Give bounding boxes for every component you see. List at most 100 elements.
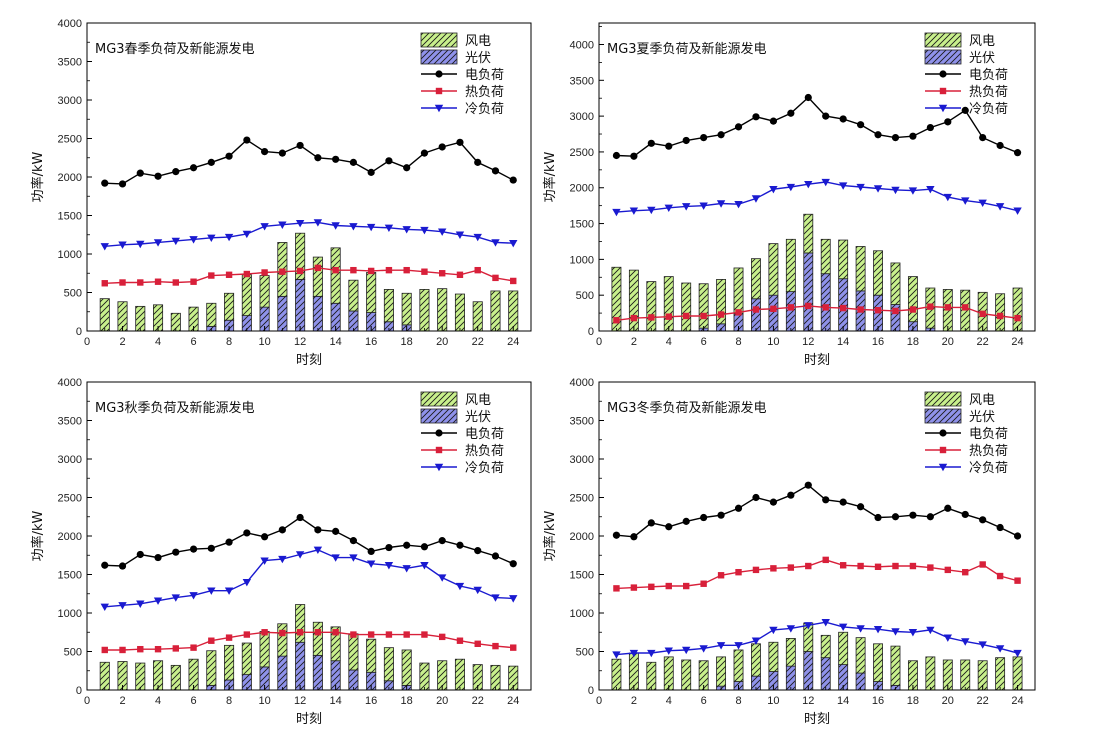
bar-wind	[366, 272, 377, 313]
data-point	[492, 274, 499, 282]
data-point	[892, 307, 899, 315]
data-point	[683, 312, 690, 320]
bar-hatch	[454, 293, 465, 332]
data-point	[995, 645, 1005, 653]
data-point	[207, 587, 216, 595]
data-point	[118, 602, 127, 610]
data-point	[821, 178, 830, 187]
bar-pv	[820, 657, 831, 691]
bar-wind	[312, 621, 323, 656]
data-point	[734, 123, 743, 131]
bar-hatch	[995, 657, 1006, 691]
bar-hatch	[803, 213, 814, 254]
bar-hatch	[135, 662, 146, 691]
bar-hatch	[206, 650, 217, 686]
x-tick-label: 4	[666, 336, 672, 348]
series-line	[616, 484, 1018, 538]
data-point	[439, 633, 446, 641]
data-point	[491, 552, 500, 560]
y-axis-label: 功率/kW	[30, 151, 46, 202]
legend-label: 热负荷	[969, 85, 1008, 100]
data-point	[751, 195, 761, 203]
data-point	[438, 143, 446, 151]
legend-swatch-hatch	[924, 49, 962, 65]
bar-wind	[681, 282, 692, 332]
y-tick-label: 1000	[570, 608, 594, 620]
data-point	[979, 561, 986, 568]
bar-hatch	[330, 626, 341, 662]
bar-hatch	[628, 269, 639, 332]
data-point	[313, 546, 323, 555]
bar-hatch	[820, 238, 831, 275]
x-tick-label: 10	[258, 695, 270, 707]
data-point	[403, 631, 410, 638]
bar-hatch	[490, 290, 501, 332]
bar-wind	[348, 633, 359, 671]
x-tick-label: 18	[401, 695, 413, 707]
data-point	[944, 504, 952, 512]
data-point	[474, 640, 481, 647]
bar-pv	[295, 641, 306, 691]
data-point	[630, 533, 638, 541]
y-tick-label: 3500	[570, 416, 594, 428]
x-tick-label: 4	[155, 695, 161, 707]
data-point	[805, 302, 812, 310]
data-point	[926, 123, 934, 132]
data-point	[242, 230, 252, 239]
bar-wind	[490, 664, 501, 691]
data-point	[509, 240, 518, 248]
bar-hatch	[401, 292, 412, 326]
bar-hatch	[348, 633, 359, 671]
data-point	[926, 626, 935, 635]
bar-wind	[751, 643, 761, 677]
data-point	[243, 631, 251, 638]
data-point	[278, 526, 286, 534]
x-tick-label: 16	[872, 695, 884, 707]
bar-hatch	[330, 247, 341, 304]
data-point	[172, 168, 180, 176]
data-point	[961, 197, 970, 205]
bar-wind	[820, 238, 831, 275]
data-point	[874, 307, 882, 314]
legend-entry: 热负荷	[925, 444, 1008, 459]
y-tick-label: 2500	[570, 493, 594, 505]
data-point	[613, 585, 620, 592]
legend-label: 光伏	[465, 51, 491, 66]
data-point	[996, 523, 1004, 532]
data-point	[137, 645, 144, 653]
data-point	[769, 185, 778, 194]
chart-title: MG3冬季负荷及新能源发电	[607, 400, 767, 416]
data-point	[402, 565, 411, 573]
x-tick-label: 18	[907, 336, 919, 348]
data-point	[349, 223, 358, 231]
bar-wind	[716, 279, 727, 325]
bar-hatch	[366, 638, 377, 673]
legend-entry: 冷负荷	[925, 461, 1008, 476]
data-point	[101, 280, 108, 287]
data-point	[350, 266, 357, 274]
data-point	[296, 629, 304, 636]
bar-pv	[803, 252, 814, 332]
data-point	[874, 513, 882, 522]
y-axis-label: 功率/kW	[542, 510, 558, 561]
bar-hatch	[259, 631, 270, 668]
bar-hatch	[224, 644, 235, 681]
bar-wind	[259, 631, 270, 668]
bar-hatch	[437, 288, 448, 332]
bar-wind	[224, 292, 235, 321]
data-point	[367, 631, 375, 638]
data-point	[1014, 577, 1021, 584]
data-point	[243, 270, 251, 278]
legend-label: 光伏	[465, 410, 491, 425]
x-tick-label: 22	[472, 336, 484, 348]
y-tick-label: 4000	[58, 377, 82, 389]
legend-marker	[434, 104, 444, 113]
data-point	[857, 503, 865, 511]
legend-marker	[939, 70, 947, 78]
y-tick-label: 0	[588, 685, 594, 697]
x-tick-label: 14	[837, 695, 849, 707]
data-point	[420, 149, 429, 157]
data-point	[962, 568, 969, 576]
